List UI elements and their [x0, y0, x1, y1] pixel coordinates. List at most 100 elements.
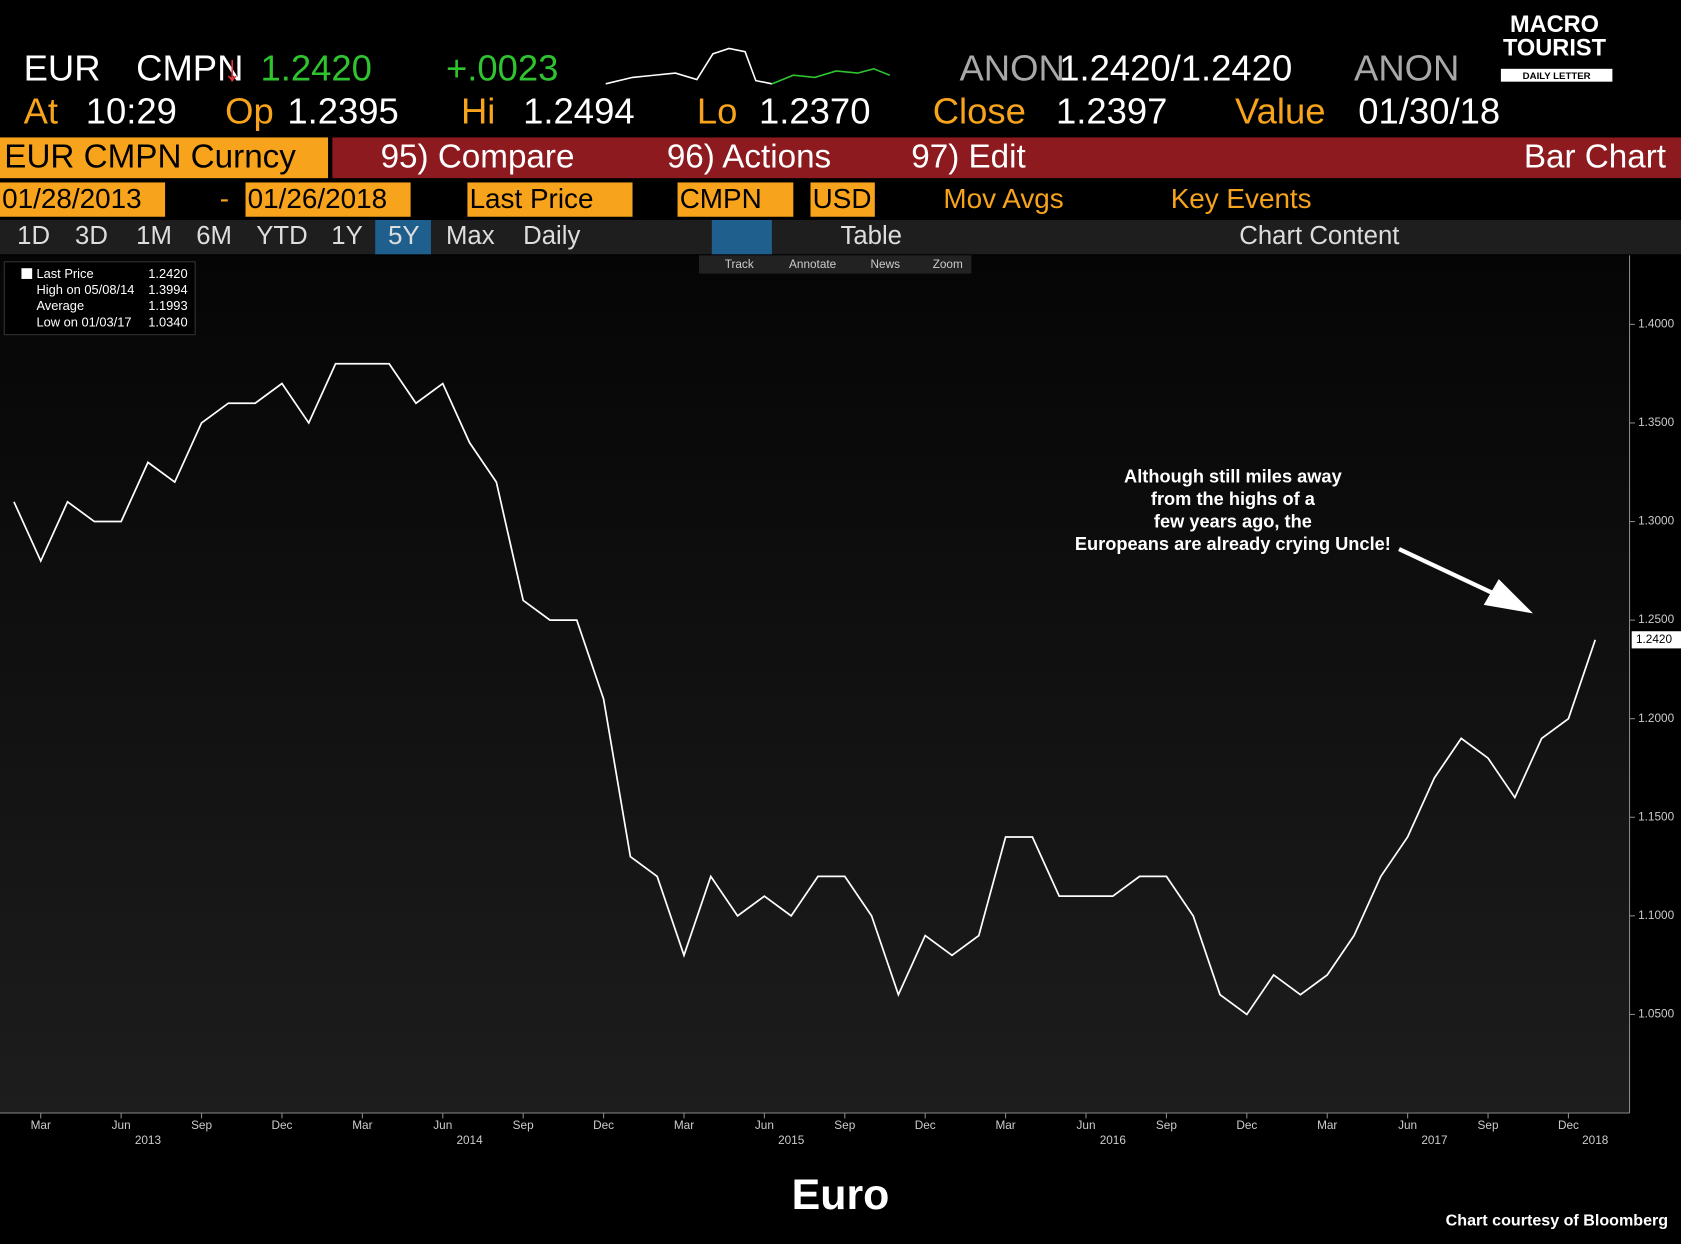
quote-text: 01/30/18 — [1358, 90, 1500, 131]
toolbar-item[interactable]: CMPN — [680, 183, 762, 214]
year-label: 2013 — [135, 1134, 162, 1147]
period-item[interactable]: YTD — [256, 222, 307, 250]
period-item[interactable]: 3D — [75, 222, 108, 250]
quote-text: Lo — [697, 90, 738, 131]
date-from[interactable] — [0, 182, 166, 217]
legend-swatch — [21, 268, 33, 279]
x-tick-label: Jun — [112, 1119, 131, 1132]
legend-value: 1.0340 — [148, 314, 187, 329]
x-tick-label: Jun — [755, 1119, 774, 1132]
source-select[interactable] — [677, 182, 794, 217]
quote-text: Hi — [461, 90, 495, 131]
menu-item[interactable]: EUR CMPN Curncy — [4, 139, 296, 176]
y-tick-label: 1.3000 — [1638, 515, 1674, 528]
period-selected[interactable] — [375, 219, 431, 255]
chart-title: Euro — [792, 1171, 890, 1219]
toolbar-item[interactable]: USD — [813, 183, 872, 214]
x-tick-label: Sep — [1156, 1119, 1177, 1132]
year-label: 2016 — [1100, 1134, 1127, 1147]
x-tick-label: Jun — [1077, 1119, 1096, 1132]
quote-text: +.0023 — [446, 48, 558, 89]
field-select[interactable] — [467, 182, 633, 217]
last-price-label: 1.2420 — [1636, 633, 1672, 646]
tool-item[interactable]: News — [871, 258, 901, 271]
period-item[interactable]: Chart Content — [1239, 222, 1399, 250]
tool-item[interactable]: Track — [725, 258, 754, 271]
quote-text: Value — [1235, 90, 1326, 131]
last-price-tag — [1631, 631, 1681, 649]
credit: Chart courtesy of Bloomberg — [1446, 1212, 1668, 1230]
x-tick-label: Mar — [674, 1119, 694, 1132]
quote-text: At — [24, 90, 58, 131]
toolbar-item[interactable]: Last Price — [470, 183, 594, 214]
logo-banner — [1500, 68, 1613, 82]
year-label: 2014 — [456, 1134, 483, 1147]
arrow-head — [1483, 579, 1534, 614]
period-item[interactable]: 6M — [196, 222, 232, 250]
toolbar-item[interactable]: Mov Avgs — [943, 183, 1063, 214]
period-item[interactable]: 1Y — [331, 222, 362, 250]
toolbar-item[interactable]: Key Events — [1171, 183, 1312, 214]
tool-item[interactable]: Zoom — [933, 258, 963, 271]
logo-text: DAILY LETTER — [1523, 71, 1591, 82]
x-tick-label: Sep — [513, 1119, 534, 1132]
quote-text: 10:29 — [86, 90, 177, 131]
toolbar-item[interactable]: 01/28/2013 — [2, 183, 141, 214]
x-tick-label: Mar — [31, 1119, 51, 1132]
x-tick-label: Dec — [915, 1119, 936, 1132]
x-tick-label: Sep — [191, 1119, 212, 1132]
quote-text: 1.2370 — [759, 90, 870, 131]
menu-item[interactable]: 97) Edit — [911, 139, 1025, 176]
legend-label: Last Price — [36, 266, 93, 281]
x-tick-label: Sep — [1478, 1119, 1499, 1132]
year-label: 2015 — [778, 1134, 805, 1147]
x-tick-label: Jun — [1398, 1119, 1417, 1132]
quote-text: ANON — [959, 48, 1064, 89]
y-tick-label: 1.4000 — [1638, 317, 1674, 330]
quote-text: Op — [225, 90, 274, 131]
period-item[interactable]: Max — [446, 222, 495, 250]
period-item[interactable]: Daily — [523, 222, 580, 250]
y-tick-label: 1.0500 — [1638, 1008, 1674, 1021]
y-tick-label: 1.1500 — [1638, 810, 1674, 823]
period-bar — [0, 219, 1681, 255]
quote-text: 1.2395 — [287, 90, 398, 131]
sparkline-up — [771, 67, 891, 85]
y-tick-label: 1.2500 — [1638, 613, 1674, 626]
annotation: Although still miles away from the highs … — [1075, 466, 1391, 554]
legend-label: High on 05/08/14 — [36, 282, 134, 297]
x-tick-label: Mar — [1317, 1119, 1337, 1132]
chart-type-selected[interactable] — [711, 219, 772, 255]
period-item[interactable]: 1D — [17, 222, 50, 250]
tool-item[interactable]: Annotate — [789, 258, 837, 271]
quote-text: 1.2494 — [523, 90, 634, 131]
period-item[interactable]: 5Y — [388, 222, 419, 250]
quote-text: Close — [933, 90, 1026, 131]
legend-value: 1.3994 — [148, 282, 187, 297]
legend-label: Low on 01/03/17 — [36, 314, 131, 329]
logo-text: MACRO — [1510, 11, 1599, 37]
quote-text: ↓ — [223, 48, 241, 89]
x-tick-label: Dec — [1236, 1119, 1257, 1132]
legend-box — [3, 261, 196, 336]
period-item[interactable]: 1M — [136, 222, 172, 250]
menu-bar[interactable] — [332, 137, 1681, 179]
currency-select[interactable] — [810, 182, 875, 217]
toolbar-item[interactable]: - — [220, 183, 229, 214]
logo-text: TOURIST — [1503, 35, 1607, 61]
sparkline — [605, 47, 773, 85]
year-label: 2018 — [1582, 1134, 1609, 1147]
toolbar-item[interactable]: 01/26/2018 — [248, 183, 387, 214]
date-to[interactable] — [245, 182, 411, 217]
x-tick-label: Sep — [834, 1119, 855, 1132]
period-item[interactable]: Table — [841, 222, 902, 250]
x-tick-label: Dec — [271, 1119, 292, 1132]
menu-item[interactable]: 95) Compare — [381, 139, 575, 176]
y-tick-label: 1.3500 — [1638, 416, 1674, 429]
quote-text: ANON — [1354, 48, 1459, 89]
tools-bar — [698, 255, 972, 274]
menu-item[interactable]: 96) Actions — [667, 139, 831, 176]
menu-item[interactable]: Bar Chart — [1524, 139, 1666, 176]
y-tick-label: 1.1000 — [1638, 909, 1674, 922]
plot-area — [0, 255, 1630, 1114]
